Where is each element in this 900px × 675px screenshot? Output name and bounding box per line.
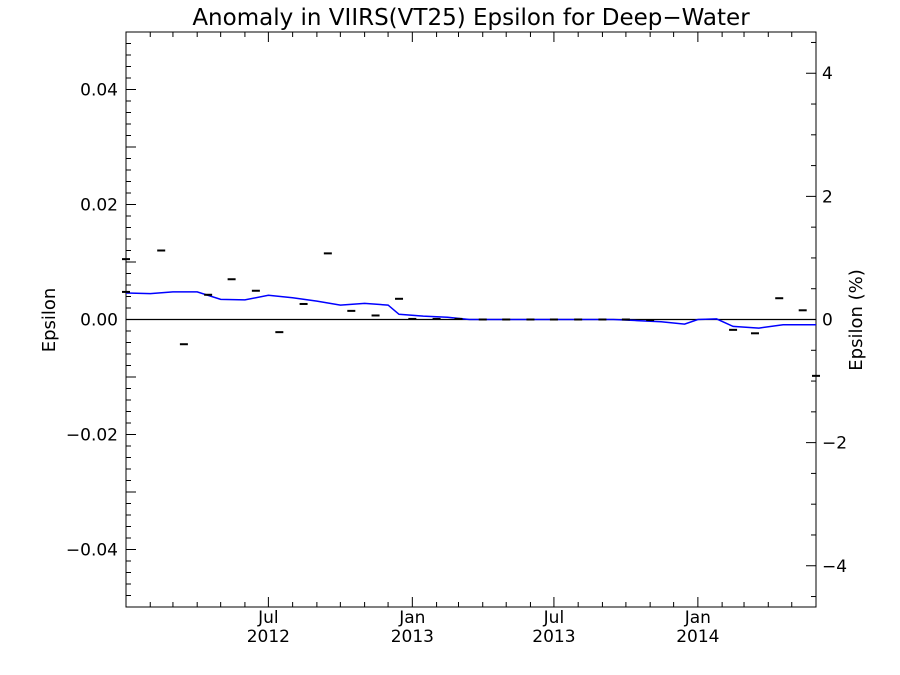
x-tick-year-label: 2012	[247, 627, 290, 647]
chart-title: Anomaly in VIIRS(VT25) Epsilon for Deep−…	[192, 5, 750, 31]
y-right-tick-label: 0	[822, 311, 833, 331]
x-tick-month-label: Jul	[257, 608, 279, 628]
y-tick-label: 0.04	[80, 81, 118, 101]
y-tick-label: 0.02	[80, 196, 118, 216]
x-tick-year-label: 2013	[532, 627, 575, 647]
y-tick-label: −0.04	[66, 541, 118, 561]
plot-area: 0.040.020.00−0.02−0.04420−2−4Jul2012Jan2…	[66, 31, 847, 647]
x-tick-month-label: Jul	[543, 608, 565, 628]
y-right-tick-label: 2	[822, 187, 833, 207]
y-tick-label: −0.02	[66, 426, 118, 446]
y-right-tick-label: −4	[822, 557, 847, 577]
y-right-tick-label: −2	[822, 434, 847, 454]
x-tick-year-label: 2014	[676, 627, 719, 647]
y-axis-title-right: Epsilon (%)	[846, 269, 867, 370]
x-tick-year-label: 2013	[391, 627, 434, 647]
y-right-tick-label: 4	[822, 64, 833, 84]
series-line	[125, 291, 816, 329]
y-axis-title: Epsilon	[39, 288, 60, 353]
x-tick-month-label: Jan	[398, 608, 425, 628]
x-tick-month-label: Jan	[684, 608, 711, 628]
y-tick-label: 0.00	[80, 311, 118, 331]
